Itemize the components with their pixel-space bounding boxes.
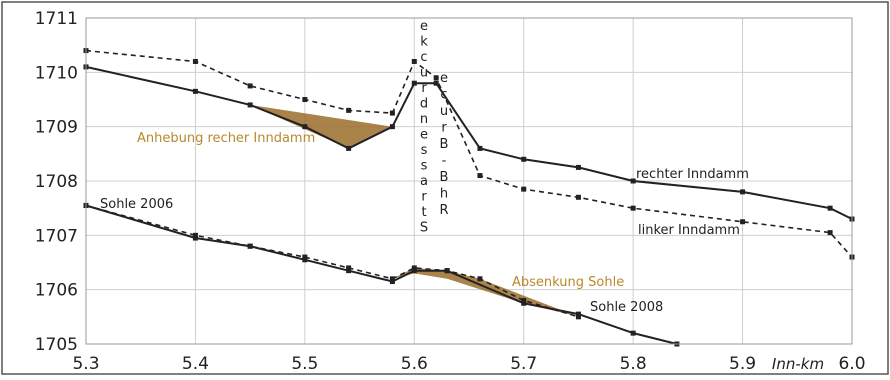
y-tick-label: 1705	[35, 335, 78, 355]
series-marker	[433, 80, 439, 86]
series-layer	[83, 48, 855, 347]
series-line	[85, 204, 678, 345]
y-tick-label: 1707	[35, 226, 78, 246]
vertical-label-char: n	[420, 112, 428, 127]
vertical-label-char: c	[420, 50, 427, 65]
fill-region	[250, 104, 393, 149]
series-marker	[389, 124, 395, 130]
plot-area-border	[85, 17, 853, 345]
vertical-label-char: r	[421, 190, 427, 205]
vertical-label-char: u	[440, 104, 448, 119]
vertical-label-char: e	[420, 19, 428, 34]
x-tick-label: 5.4	[182, 354, 209, 374]
series-marker	[630, 330, 636, 336]
series-marker	[302, 97, 308, 102]
series-marker	[247, 243, 253, 249]
series-marker	[346, 107, 352, 113]
series-marker	[630, 205, 636, 211]
vertical-label-char: e	[440, 71, 448, 86]
series-marker	[192, 235, 198, 241]
vertical-label-char: B	[440, 170, 449, 185]
series-marker	[740, 189, 746, 195]
x-tick-label: 5.3	[72, 354, 99, 374]
vertical-label-char: r	[441, 121, 447, 136]
series-marker	[477, 145, 483, 151]
series-marker	[411, 80, 417, 86]
y-tick-label: 1708	[35, 172, 78, 192]
y-tick-label: 1710	[35, 63, 78, 83]
annotation-label: Sohle 2008	[590, 300, 663, 315]
series-marker	[444, 268, 450, 274]
annotation-label: Anhebung recher Inndamm	[137, 131, 315, 146]
vertical-label-char: t	[421, 205, 426, 220]
series-marker	[521, 156, 527, 162]
series-marker	[389, 110, 395, 116]
vertical-label-char: h	[440, 187, 448, 202]
series-marker	[630, 178, 636, 184]
series-marker	[477, 173, 483, 179]
x-tick-label: 5.8	[620, 354, 647, 374]
y-tick-label: 1709	[35, 118, 78, 138]
series-marker	[192, 58, 198, 64]
series-marker	[827, 205, 833, 211]
series-marker	[521, 300, 527, 306]
series-marker	[302, 124, 308, 130]
series-marker	[346, 145, 352, 151]
y-tick-label: 1711	[35, 9, 78, 29]
vertical-label-char: a	[420, 174, 428, 189]
series-marker	[521, 298, 527, 304]
axis-layer: 5.3 5.4 5.5 5.6 5.7 5.8 5.9 6.0 1705 1706 1707 1708…	[35, 9, 866, 374]
y-tick-label: 1706	[35, 281, 78, 301]
vertical-label-char: R	[439, 203, 448, 218]
x-tick-label: 5.6	[401, 354, 428, 374]
vertical-label-char: -	[442, 154, 447, 169]
annotation-label: linker Inndamm	[638, 223, 740, 238]
series-marker	[389, 279, 395, 285]
series-marker	[827, 230, 833, 236]
vertical-label-char: d	[420, 97, 428, 112]
annotation-label: Absenkung Sohle	[512, 275, 624, 290]
series-marker	[192, 232, 198, 238]
vertical-label-char: u	[420, 66, 428, 81]
series-marker	[740, 219, 746, 225]
x-tick-label: 5.5	[291, 354, 318, 374]
annotation-label: Sohle 2006	[100, 197, 173, 212]
x-tick-label: 6.0	[838, 354, 865, 374]
vertical-label-char: S	[420, 221, 428, 236]
series-marker	[411, 265, 417, 271]
series-marker	[433, 75, 439, 81]
series-marker	[477, 276, 483, 282]
series-marker	[192, 88, 198, 94]
vertical-label-char: e	[420, 128, 428, 143]
series-marker	[575, 314, 581, 320]
vertical-label-char: B	[440, 137, 449, 152]
annotation-label: rechter Inndamm	[636, 167, 749, 182]
series-marker	[575, 194, 581, 200]
vertical-label-char: s	[421, 159, 428, 174]
x-tick-label: 5.9	[729, 354, 756, 374]
series-marker	[389, 276, 395, 282]
series-marker	[411, 58, 417, 64]
series-marker	[346, 265, 352, 271]
vertical-label-char: r	[421, 81, 427, 96]
series-marker	[302, 257, 308, 263]
vertical-label-char: k	[420, 35, 428, 50]
series-marker	[346, 268, 352, 274]
series-marker	[247, 102, 253, 108]
x-axis-label: Inn-km	[772, 355, 824, 373]
vertical-label-char: c	[440, 88, 447, 103]
x-tick-label: 5.7	[510, 354, 537, 374]
series-marker	[575, 311, 581, 317]
series-marker	[521, 186, 527, 192]
series-marker	[411, 268, 417, 274]
vertical-label-char: s	[421, 143, 428, 158]
series-marker	[575, 164, 581, 170]
series-marker	[302, 254, 308, 260]
series-marker	[247, 83, 253, 89]
